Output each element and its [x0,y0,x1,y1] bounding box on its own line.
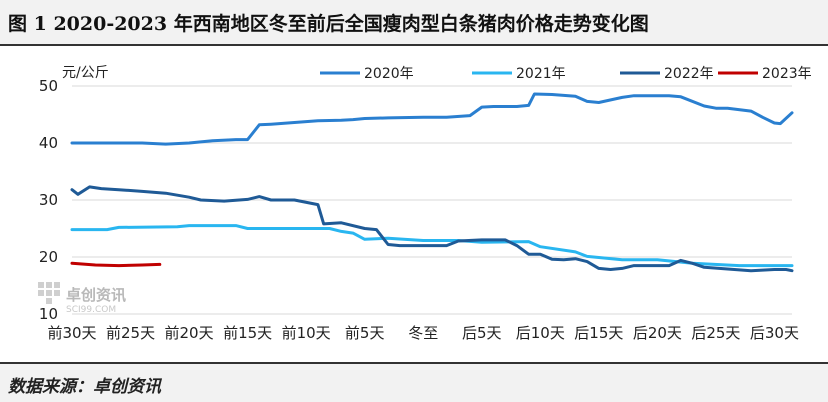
y-tick-label: 50 [39,77,58,95]
x-tick-label: 后20天 [633,324,682,342]
source-bar: 数据来源：卓创资讯 [0,362,828,402]
series-line-3 [70,185,794,273]
x-tick-label: 后10天 [516,324,565,342]
gridlines [72,85,792,315]
series-line-2 [70,224,794,268]
y-tick-label: 20 [39,248,58,266]
x-tick-label: 后5天 [462,324,502,342]
watermark: 卓创资讯 SCI99.COM [38,282,126,315]
chart-title: 图 1 2020-2023 年西南地区冬至前后全国瘦肉型白条猪肉价格走势变化图 [8,13,649,35]
series-lines [70,92,794,273]
legend-label: 2023年 [762,66,812,82]
legend-label: 2020年 [364,66,414,82]
chart-title-bar: 图 1 2020-2023 年西南地区冬至前后全国瘦肉型白条猪肉价格走势变化图 [0,0,828,46]
x-tick-label: 后25天 [691,324,740,342]
x-tick-label: 后15天 [574,324,623,342]
watermark-site: SCI99.COM [66,305,116,315]
y-tick-label: 40 [39,134,58,152]
x-tick-label: 冬至 [408,324,438,342]
x-tick-label: 前25天 [106,324,155,342]
legend-item-1: 2020年 [320,66,414,82]
x-tick-label: 前15天 [223,324,272,342]
x-axis-ticks: 前30天 前25天 前20天 前15天 前10天 前5天 冬至 后5天 后10天 后15天 后20天… [47,324,799,342]
watermark-logo-icon [38,282,60,304]
y-tick-label: 30 [39,191,58,209]
series-line-1 [70,92,794,146]
legend-label: 2022年 [664,66,714,82]
legend-item-3: 2022年 [620,66,714,82]
legend: 2020年 2021年 2022年 2023年 [320,66,812,82]
x-tick-label: 前5天 [345,324,385,342]
y-tick-label: 10 [39,305,58,323]
legend-item-4: 2023年 [718,66,812,82]
x-tick-label: 后30天 [750,324,799,342]
y-axis-unit: 元/公斤 [62,65,109,81]
legend-item-2: 2021年 [472,66,566,82]
series-line-4 [70,261,162,268]
legend-label: 2021年 [516,66,566,82]
x-tick-label: 前30天 [47,324,96,342]
watermark-name: 卓创资讯 [66,286,126,304]
source-note: 数据来源：卓创资讯 [8,377,161,397]
x-tick-label: 前10天 [282,324,331,342]
y-axis-ticks: 10 20 30 40 50 [39,77,58,323]
x-tick-label: 前20天 [165,324,214,342]
